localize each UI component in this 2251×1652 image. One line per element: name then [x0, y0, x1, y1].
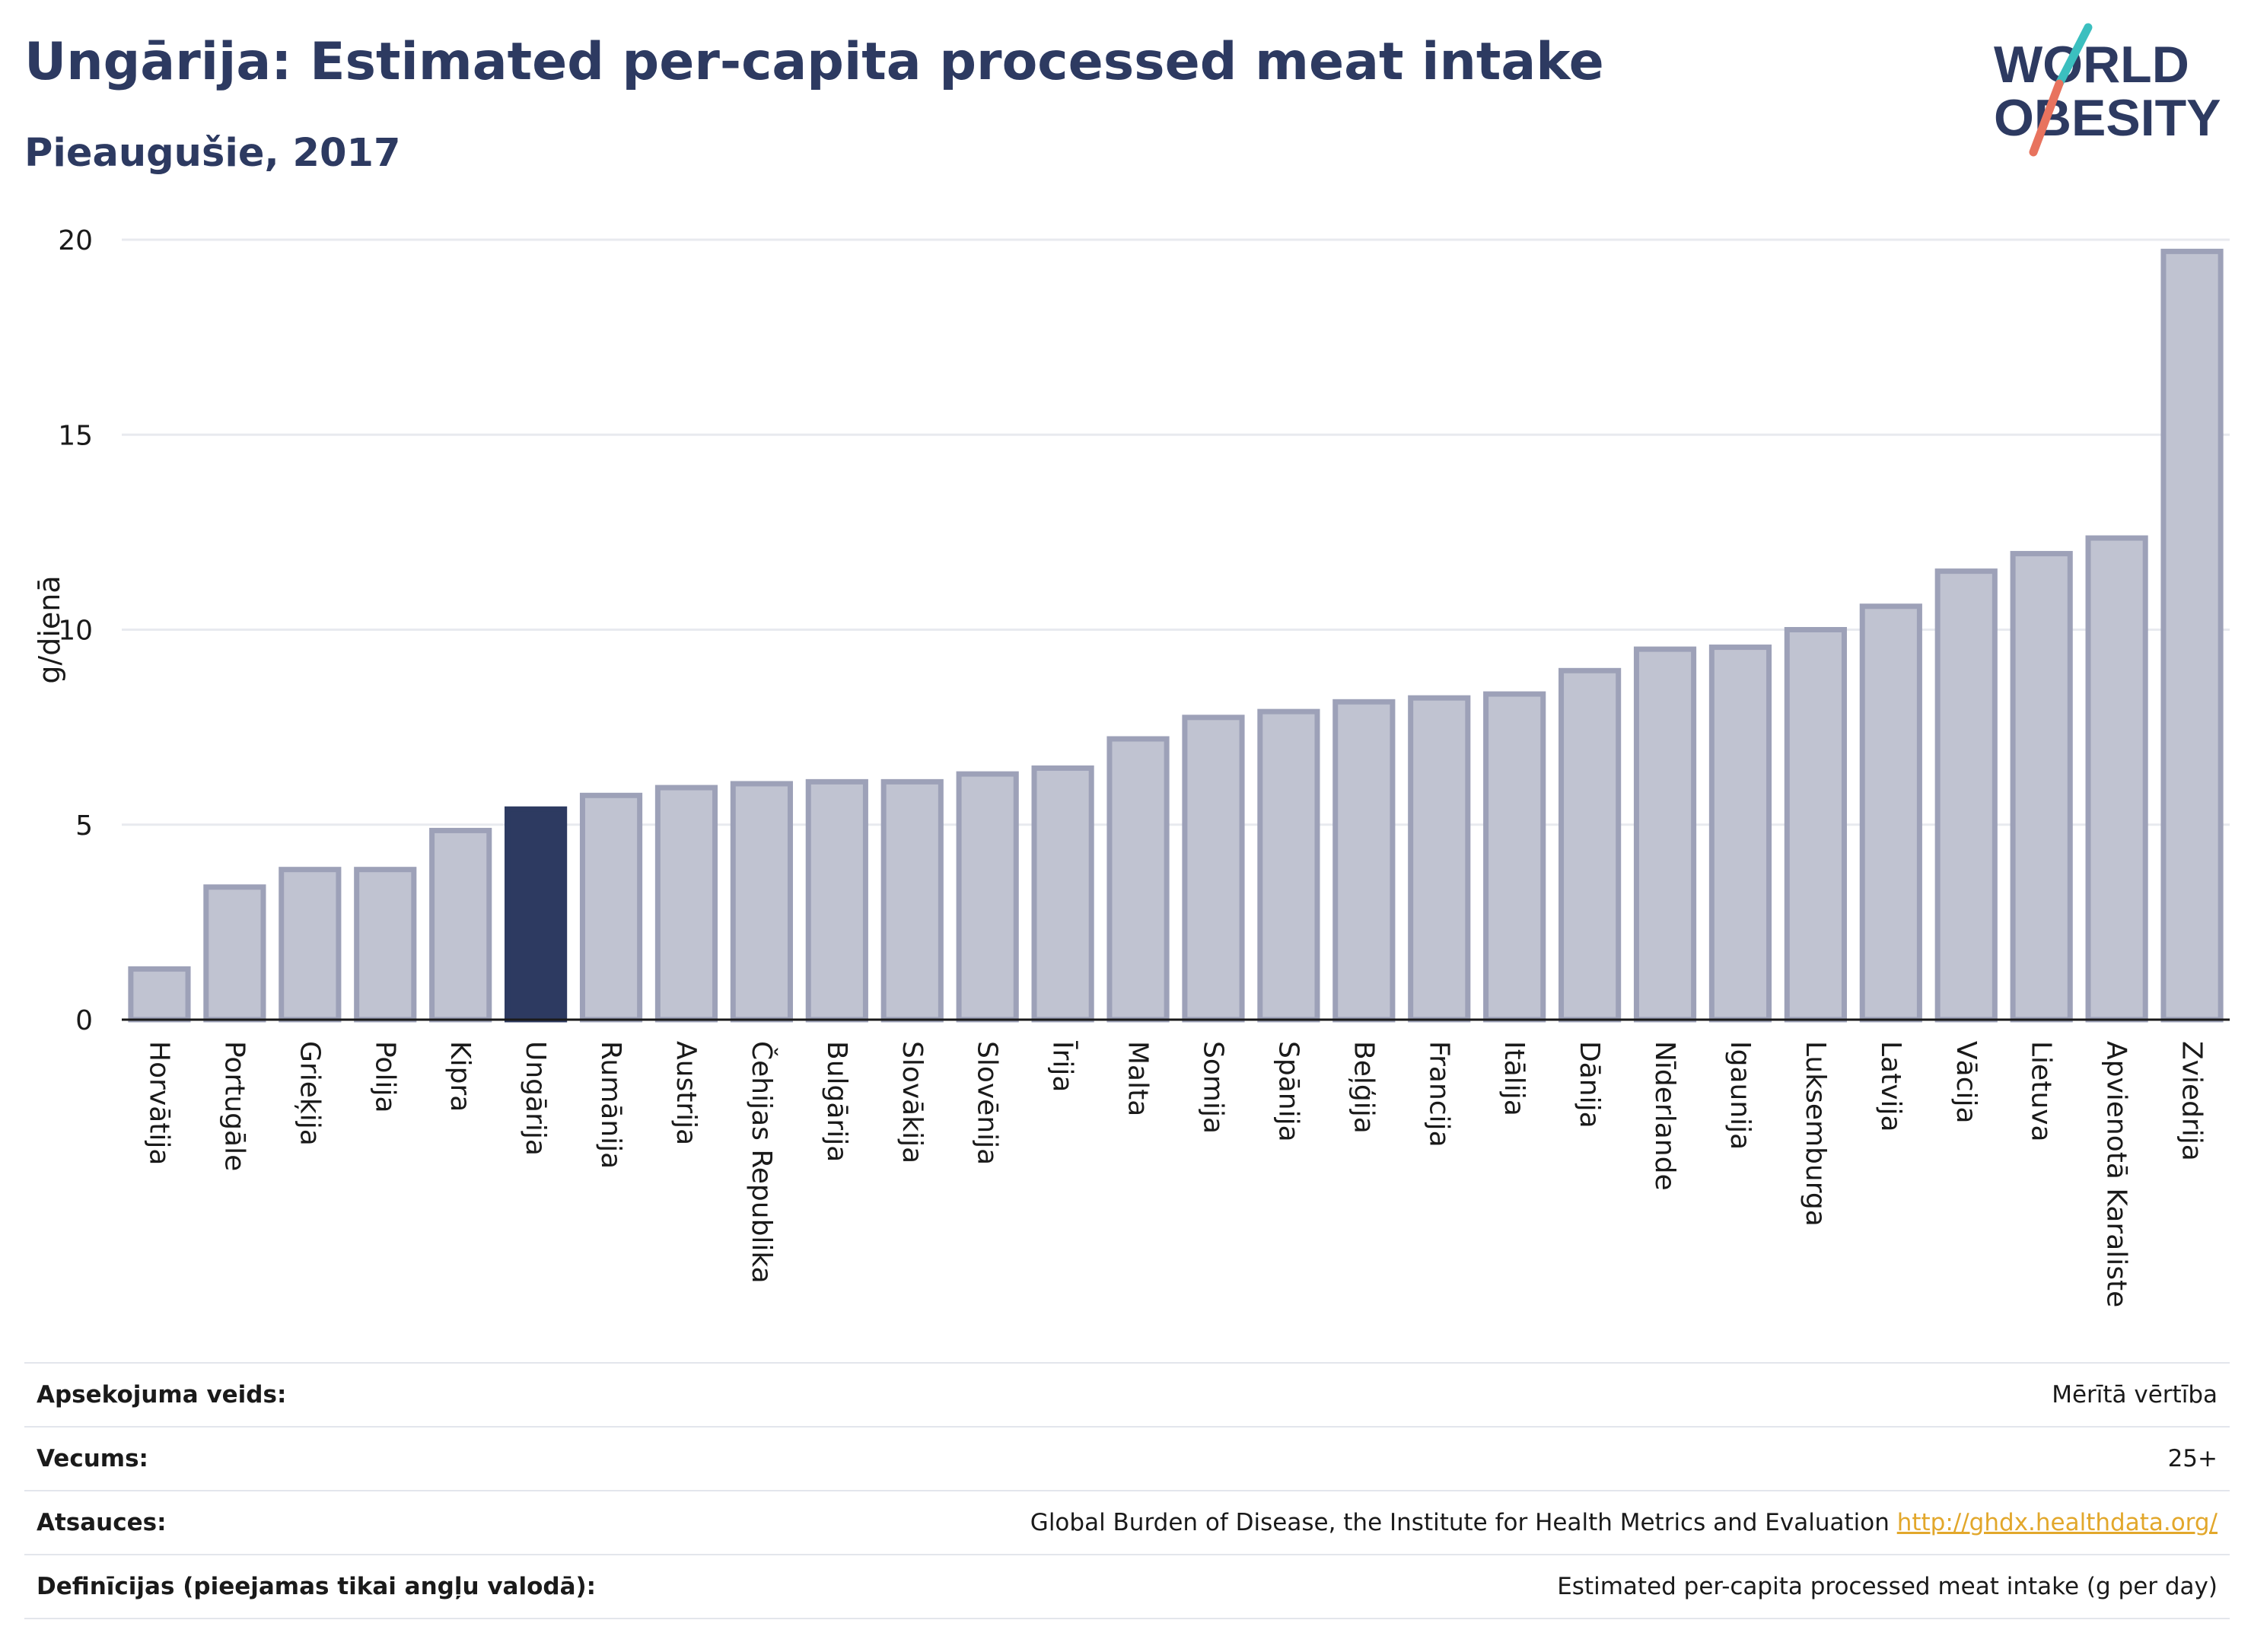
- x-tick-label: Lietuva: [2026, 1041, 2057, 1142]
- meta-row: Apsekojuma veids: Mērītā vērtība: [24, 1362, 2230, 1426]
- bar-igaunija[interactable]: [1708, 645, 1772, 1023]
- x-tick-label: Dānija: [1574, 1041, 1605, 1128]
- bar-čehijas-republika[interactable]: [730, 781, 793, 1023]
- bar-austrija[interactable]: [654, 785, 718, 1023]
- meta-row: Definīcijas (pieejamas tikai angļu valod…: [24, 1554, 2230, 1619]
- x-tick-label: Kipra: [444, 1041, 476, 1112]
- x-tick-label: Vācija: [1950, 1041, 1982, 1124]
- bar-slovākija[interactable]: [880, 778, 944, 1023]
- meta-value: 25+: [2167, 1445, 2218, 1472]
- bar-spānija[interactable]: [1257, 708, 1320, 1023]
- x-tick-label: Spānija: [1272, 1041, 1304, 1142]
- bar-dānija[interactable]: [1559, 667, 1622, 1023]
- meta-value: Estimated per-capita processed meat inta…: [1557, 1573, 2218, 1600]
- bar-īrija[interactable]: [1031, 765, 1094, 1023]
- meta-row: Vecums: 25+: [24, 1426, 2230, 1490]
- y-axis-label: g/dienā: [33, 575, 66, 683]
- x-tick-label: Slovēnija: [972, 1041, 1003, 1165]
- bar-itālija[interactable]: [1483, 691, 1546, 1023]
- x-tick-label: Bulgārija: [821, 1041, 852, 1162]
- x-tick-label: Somija: [1197, 1041, 1228, 1134]
- x-tick-label: Rumānija: [595, 1041, 626, 1169]
- bar-nīderlande[interactable]: [1633, 646, 1697, 1023]
- x-tick-label: Luksemburga: [1800, 1041, 1831, 1227]
- x-tick-label: Grieķija: [294, 1041, 325, 1146]
- x-tick-label: Nīderlande: [1649, 1041, 1680, 1191]
- world-obesity-logo: WORLD OBESITY: [1994, 23, 2221, 157]
- meta-value: Global Burden of Disease, the Institute …: [1030, 1509, 2218, 1536]
- x-tick-label: Malta: [1122, 1041, 1154, 1116]
- logo-line1: WORLD: [1994, 36, 2189, 94]
- y-tick-label: 5: [75, 810, 93, 842]
- y-tick-label: 20: [58, 225, 93, 256]
- bar-chart: 0 5 10 15 20 g/dienā Horvātija Portugāle Grieķij…: [33, 225, 2230, 1307]
- bar-malta[interactable]: [1106, 736, 1170, 1023]
- y-tick-label: 0: [75, 1005, 93, 1036]
- meta-label: Atsauces:: [37, 1509, 167, 1536]
- bar-bulgārija[interactable]: [805, 778, 868, 1023]
- x-tick-label: Itālija: [1498, 1041, 1530, 1116]
- bar-lietuva[interactable]: [2010, 551, 2073, 1023]
- bar-somija[interactable]: [1182, 715, 1245, 1023]
- y-tick-label: 15: [58, 420, 93, 451]
- x-tick-label: Ungārija: [520, 1041, 551, 1156]
- bar-portugāle[interactable]: [203, 884, 266, 1023]
- chart-title: Ungārija: Estimated per-capita processed…: [24, 32, 1604, 92]
- bar-apvienotā-karaliste[interactable]: [2085, 535, 2148, 1023]
- bar-grieķija[interactable]: [279, 867, 342, 1023]
- bar-rumānija[interactable]: [579, 792, 643, 1023]
- x-tick-label: Zviedrija: [2176, 1041, 2208, 1161]
- x-tick-label: Portugāle: [218, 1041, 250, 1171]
- logo-slash-teal: [2055, 23, 2093, 88]
- x-tick-label: Beļģija: [1348, 1041, 1379, 1134]
- x-tick-label: Slovākija: [896, 1041, 928, 1163]
- y-tick-label: 10: [58, 616, 93, 647]
- meta-label: Definīcijas (pieejamas tikai angļu valod…: [37, 1573, 597, 1600]
- meta-label: Vecums:: [37, 1445, 148, 1472]
- bar-kipra[interactable]: [429, 827, 492, 1023]
- bar-francija[interactable]: [1408, 695, 1471, 1023]
- bar-horvātija[interactable]: [128, 966, 191, 1023]
- bar-vācija[interactable]: [1934, 568, 1998, 1023]
- meta-value: Mērītā vērtība: [2052, 1381, 2218, 1408]
- x-tick-label: Horvātija: [143, 1041, 174, 1165]
- bar-beļģija[interactable]: [1332, 699, 1396, 1023]
- x-tick-label: Īrija: [1047, 1041, 1078, 1092]
- logo-line2: OBESITY: [1994, 89, 2221, 147]
- bar-latvija[interactable]: [1859, 603, 1922, 1023]
- bar-luksemburga[interactable]: [1784, 627, 1847, 1023]
- x-tick-label: Čehijas Republika: [746, 1041, 778, 1284]
- bar-slovēnija[interactable]: [956, 771, 1019, 1023]
- bar-polija[interactable]: [354, 867, 417, 1023]
- source-link[interactable]: http://ghdx.healthdata.org/: [1896, 1509, 2218, 1536]
- x-tick-label: Latvija: [1875, 1041, 1906, 1132]
- bar-zviedrija[interactable]: [2160, 248, 2224, 1023]
- metadata-table: Apsekojuma veids: Mērītā vērtība Vecums: 25…: [24, 1362, 2230, 1619]
- bar-ungārija[interactable]: [505, 806, 568, 1023]
- logo-slash-coral: [2029, 79, 2064, 157]
- x-tick-label: Austrija: [670, 1041, 702, 1145]
- x-tick-label: Igaunija: [1724, 1041, 1756, 1150]
- meta-label: Apsekojuma veids:: [37, 1381, 287, 1408]
- meta-row: Atsauces: Global Burden of Disease, the I…: [24, 1490, 2230, 1554]
- x-tick-label: Apvienotā Karaliste: [2101, 1041, 2132, 1307]
- x-tick-label: Polija: [369, 1041, 400, 1113]
- chart-subtitle: Pieaugušie, 2017: [24, 131, 401, 176]
- x-tick-label: Francija: [1423, 1041, 1454, 1147]
